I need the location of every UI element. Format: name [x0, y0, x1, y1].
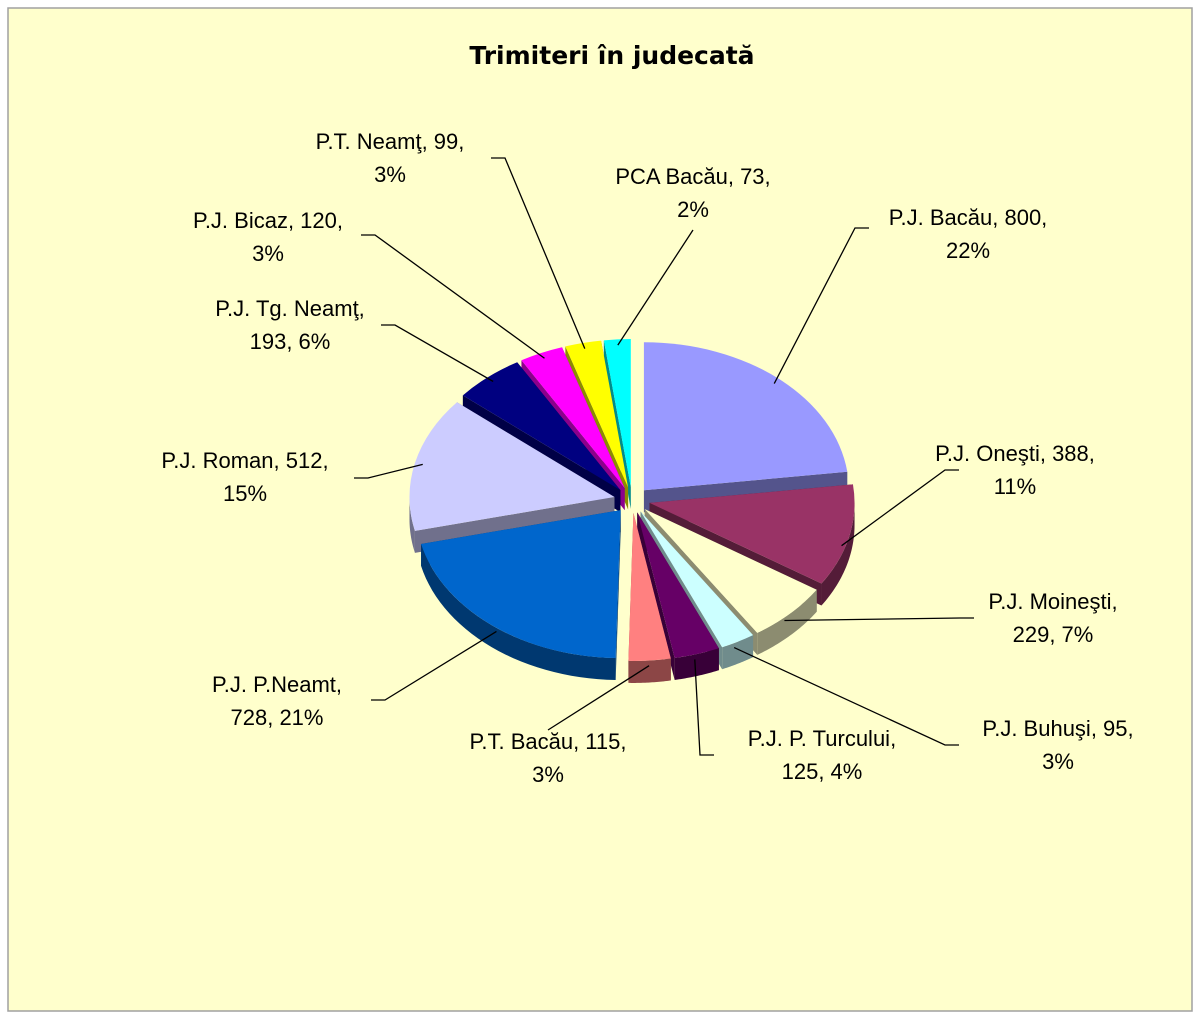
- slice: [649, 484, 855, 584]
- chart-title: Trimiteri în judecată: [469, 41, 754, 70]
- leader-line: [773, 227, 869, 384]
- data-label: P.T. Neamţ, 99,: [316, 129, 465, 154]
- leader-line: [371, 630, 497, 701]
- data-label: 3%: [252, 241, 284, 266]
- data-label: P.J. Tg. Neamţ,: [215, 296, 365, 321]
- slice: [640, 511, 754, 648]
- slice-wall: [722, 635, 754, 670]
- slice: [637, 512, 719, 658]
- data-label: P.J. Bacău, 800,: [889, 205, 1048, 230]
- leader-line: [784, 617, 974, 622]
- data-label: 3%: [532, 762, 564, 787]
- data-label: P.J. P.Neamt,: [212, 672, 342, 697]
- leader-line: [617, 229, 694, 346]
- data-label: P.J. Moineşti,: [988, 589, 1117, 614]
- leader-line: [354, 463, 423, 479]
- leader-line: [381, 324, 494, 383]
- slice: [565, 340, 629, 488]
- leader-line: [491, 157, 586, 349]
- slice-wall: [821, 502, 855, 606]
- data-label: P.J. P. Turcului,: [748, 726, 896, 751]
- data-label: 15%: [223, 481, 267, 506]
- data-label: P.J. Buhuşi, 95,: [982, 716, 1133, 741]
- slice-side: [615, 510, 621, 681]
- slice-wall: [674, 648, 719, 680]
- slice-wall: [628, 658, 671, 683]
- slice-wall: [421, 543, 616, 681]
- slice: [603, 339, 631, 488]
- slice: [462, 362, 621, 491]
- data-label: 3%: [1042, 749, 1074, 774]
- data-label: PCA Bacău, 73,: [615, 164, 770, 189]
- data-label: 125, 4%: [782, 759, 863, 784]
- leader-line: [841, 469, 959, 547]
- slice: [643, 342, 848, 491]
- leader-line: [361, 234, 545, 359]
- slice: [421, 510, 621, 659]
- data-label: 193, 6%: [250, 329, 331, 354]
- slice: [409, 402, 615, 531]
- leader-line: [694, 659, 714, 756]
- pie-tops: [409, 339, 855, 661]
- data-label: 11%: [994, 474, 1036, 499]
- data-label: 229, 7%: [1013, 622, 1094, 647]
- slice: [628, 512, 671, 661]
- data-label: P.J. Oneşti, 388,: [935, 441, 1095, 466]
- leader-line: [733, 646, 959, 746]
- data-label: P.J. Bicaz, 120,: [193, 208, 343, 233]
- data-label: P.J. Roman, 512,: [161, 448, 328, 473]
- data-label: 22%: [946, 238, 990, 263]
- data-label: P.T. Bacău, 115,: [470, 729, 627, 754]
- slice-wall: [757, 589, 817, 655]
- leader-line: [547, 665, 650, 731]
- data-label: 3%: [374, 162, 406, 187]
- data-label: 728, 21%: [231, 705, 324, 730]
- slice: [521, 347, 625, 489]
- slice: [644, 509, 817, 633]
- data-label: 2%: [677, 197, 709, 222]
- slice-wall: [409, 497, 415, 553]
